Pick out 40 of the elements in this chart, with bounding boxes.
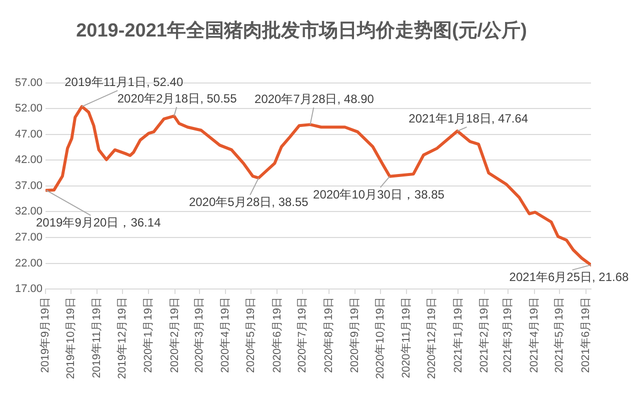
y-tick-label: 52.00 <box>14 102 43 115</box>
x-tick-label: 2021年5月19日 <box>554 297 566 373</box>
annotation: 2021年1月18日, 47.64 <box>408 111 528 126</box>
x-tick-label: 2019年11月19日 <box>91 297 104 378</box>
annotation: 2021年6月25日, 21.68 <box>509 270 630 284</box>
annotation: 2020年5月28日, 38.55 <box>188 195 309 210</box>
y-tick-label: 27.00 <box>14 232 43 244</box>
x-tick-label: 2020年1月19日 <box>142 297 155 373</box>
chart-title: 2019-2021年全国猪肉批发市场日均价走势图(元/公斤) <box>76 20 527 42</box>
x-tick-label: 2019年9月19日 <box>40 297 52 373</box>
x-tick-label: 2021年6月19日 <box>580 297 592 373</box>
x-tick-label: 2019年12月19日 <box>116 297 129 380</box>
x-tick-label: 2020年8月19日 <box>322 297 335 373</box>
x-tick-label: 2021年4月19日 <box>528 297 540 373</box>
y-tick-label: 17.00 <box>14 283 43 296</box>
annotation: 2019年11月1日, 52.40 <box>64 74 184 89</box>
x-tick-label: 2020年9月19日 <box>349 297 362 373</box>
y-tick-label: 47.00 <box>14 128 43 140</box>
x-tick-label: 2020年10月19日 <box>374 297 386 380</box>
x-tick-label: 2020年2月19日 <box>168 297 181 373</box>
x-tick-label: 2020年11月19日 <box>400 297 413 378</box>
y-tick-label: 57.00 <box>14 76 43 89</box>
x-tick-label: 2020年7月19日 <box>296 297 309 373</box>
y-tick-label: 42.00 <box>14 154 43 166</box>
x-tick-label: 2019年10月19日 <box>64 297 77 380</box>
annotation: 2020年7月28日, 48.90 <box>254 92 374 106</box>
x-tick-label: 2021年3月19日 <box>502 297 514 373</box>
annotation: 2020年2月18日, 50.55 <box>117 91 238 106</box>
x-tick-label: 2020年4月19日 <box>220 297 232 373</box>
annotation: 2020年10月30日，38.85 <box>313 188 445 202</box>
x-tick-label: 2021年1月19日 <box>452 297 464 373</box>
y-tick-label: 22.00 <box>14 257 43 270</box>
x-tick-label: 2020年6月19日 <box>271 297 284 373</box>
x-tick-label: 2020年5月19日 <box>245 297 258 373</box>
x-tick-label: 2021年2月19日 <box>478 297 490 373</box>
x-tick-label: 2020年3月19日 <box>193 297 206 373</box>
y-tick-label: 37.00 <box>14 180 43 192</box>
x-tick-label: 2020年12月19日 <box>426 297 438 380</box>
annotation: 2019年9月20日，36.14 <box>36 216 162 230</box>
y-tick-label: 32.00 <box>14 206 43 218</box>
